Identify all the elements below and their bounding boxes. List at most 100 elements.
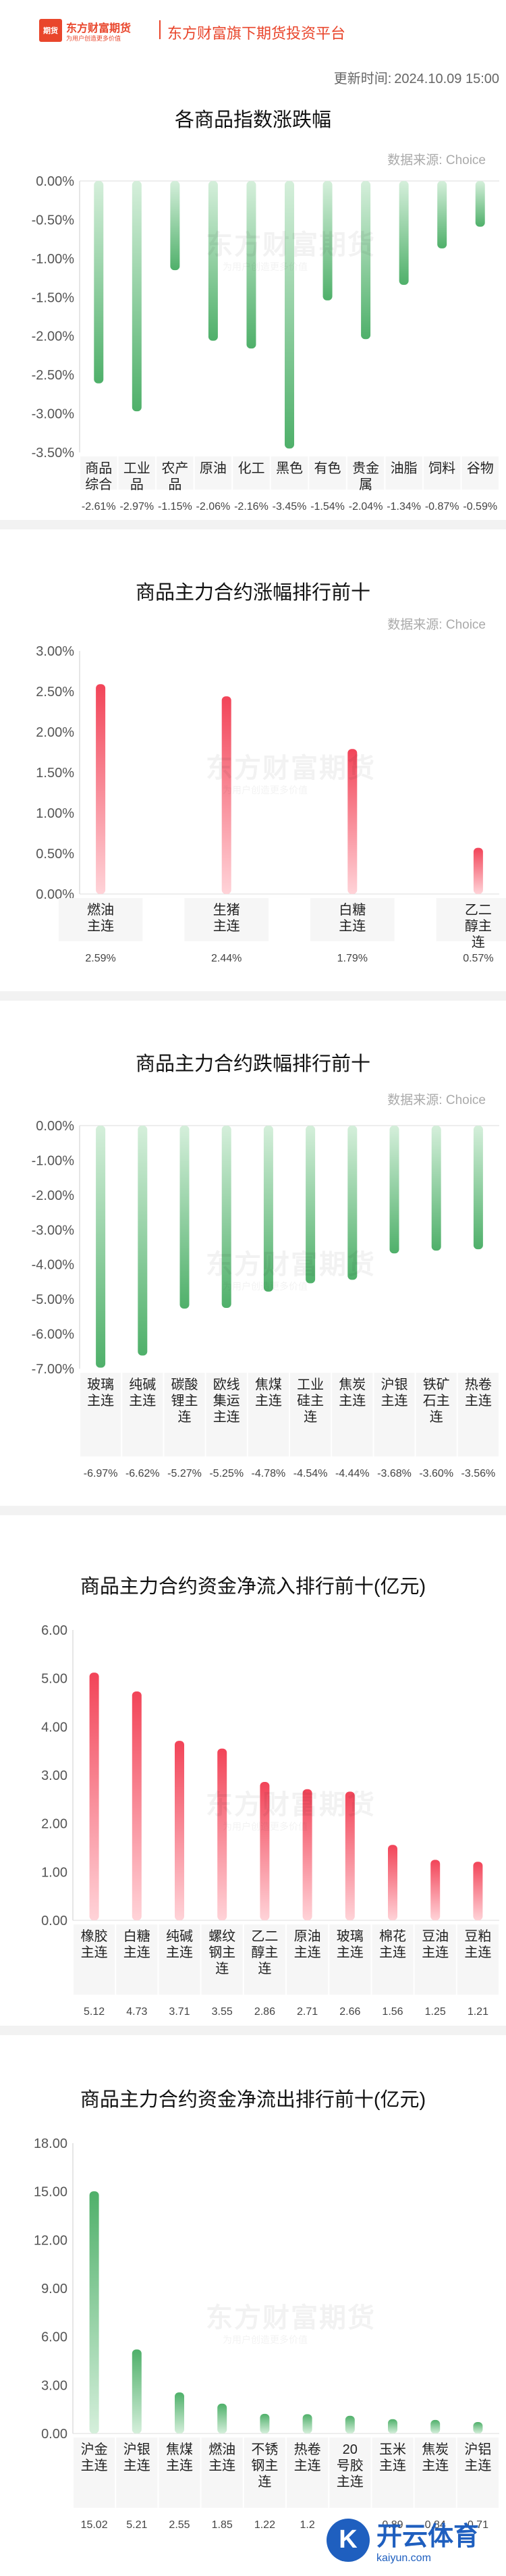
category-label: 白糖主连 <box>339 902 366 934</box>
watermark-sub: 为用户创造更多价值 <box>223 1281 308 1292</box>
category-label-bg <box>118 456 156 490</box>
bar <box>347 749 358 894</box>
chart-svg-top-gainers: 3.00%2.50%2.00%1.50%1.00%0.50%0.00%燃油主连2… <box>36 644 506 964</box>
category-label: 焦煤主连 <box>255 1377 282 1409</box>
category-label-bg <box>194 456 232 490</box>
data-label: 0.84 <box>425 2519 446 2531</box>
data-label: 4.73 <box>126 2006 147 2018</box>
bar <box>217 2403 227 2434</box>
bar <box>345 1791 355 1920</box>
bar <box>170 181 180 271</box>
chart-section-top-losers: 商品主力合约跌幅排行前十 数据来源: Choice 0.00% -1.00% -2.… <box>0 1001 506 1500</box>
watermark: 东方财富期货 <box>206 1790 376 1820</box>
y-tick-label: 2.00 <box>41 1817 67 1832</box>
category-label-bg <box>184 898 269 941</box>
category-label-bg <box>290 1373 331 1456</box>
bar <box>246 181 256 349</box>
data-label: 1.22 <box>254 2519 275 2531</box>
data-label: 1.2 <box>300 2519 314 2531</box>
category-label: 欧线集运主连 <box>213 1377 240 1425</box>
category-label: 农产品 <box>161 461 188 492</box>
category-label-bg <box>457 1924 499 1995</box>
category-label-bg <box>329 2438 371 2508</box>
category-label: 20 号胶主连 <box>337 2442 364 2490</box>
bar <box>132 2349 142 2434</box>
bar <box>96 1126 106 1368</box>
footer-logo-icon: K <box>326 2518 370 2562</box>
data-label: 2.86 <box>254 2006 275 2018</box>
data-label: 3.55 <box>212 2006 233 2018</box>
category-label: 沪铝主连 <box>464 2442 491 2473</box>
category-label: 热卷主连 <box>465 1377 492 1409</box>
y-tick-label: 0.00% <box>36 174 74 189</box>
category-label-bg <box>201 1924 243 1995</box>
chart-svg-index-change: 0.00% -0.50% -1.00% -1.50% -2.00% -2.50% -3.00… <box>32 174 499 512</box>
data-label: 1.56 <box>382 2006 403 2018</box>
category-label-bg <box>329 1924 371 1995</box>
bar <box>361 181 371 340</box>
bar <box>263 1126 273 1292</box>
category-label-bg <box>414 2438 456 2508</box>
category-label: 焦炭主连 <box>422 2442 449 2473</box>
category-label: 饲料 <box>428 461 455 476</box>
data-label: 3.71 <box>169 2006 190 2018</box>
y-tick-label: 5.00 <box>41 1672 67 1687</box>
category-label-bg <box>385 456 422 490</box>
update-time: 更新时间: 2024.10.09 15:00 <box>331 68 499 87</box>
category-label: 焦煤主连 <box>166 2442 193 2473</box>
y-tick-label: 6.00 <box>41 2330 67 2345</box>
category-label: 贵金属 <box>352 461 379 492</box>
bar <box>302 2414 312 2434</box>
data-label: -2.04% <box>349 501 383 512</box>
category-label-bg <box>116 2438 158 2508</box>
data-label: 1.85 <box>212 2519 233 2531</box>
category-label-bg <box>271 456 308 490</box>
chart-svg-net-outflow: 18.00 15.00 12.00 9.00 6.00 3.00 0.00 沪金主连 15.02… <box>34 2136 499 2531</box>
category-label: 热卷主连 <box>294 2442 321 2473</box>
y-tick-label: 9.00 <box>41 2282 67 2296</box>
bar <box>132 1691 142 1920</box>
category-label: 豆油主连 <box>422 1928 449 1960</box>
y-tick-label: -1.50% <box>32 290 75 305</box>
data-label: -4.78% <box>252 1468 286 1479</box>
watermark-sub: 为用户创造更多价值 <box>223 261 308 272</box>
bar <box>221 696 231 894</box>
category-label-bg <box>116 1924 158 1995</box>
category-label-bg <box>287 2438 329 2508</box>
data-label: -6.97% <box>84 1468 118 1479</box>
category-label-bg <box>347 456 385 490</box>
y-tick-label: -1.00% <box>32 252 75 267</box>
bar <box>347 1126 358 1280</box>
category-label-bg <box>157 456 194 490</box>
bar <box>302 1789 312 1920</box>
bar <box>475 181 485 227</box>
y-tick-label: -6.00% <box>32 1328 75 1342</box>
data-label: 1.25 <box>425 2006 446 2018</box>
category-label-bg <box>332 1373 373 1456</box>
category-label: 沪金主连 <box>81 2442 108 2473</box>
category-label: 工业品 <box>123 461 150 492</box>
bar <box>94 181 104 384</box>
brand-logo-icon: 期货 <box>39 19 62 42</box>
watermark: 东方财富期货 <box>206 1250 376 1280</box>
bar <box>89 2191 99 2434</box>
y-tick-label: -2.50% <box>32 368 75 383</box>
y-tick-label: -3.50% <box>32 446 75 461</box>
chart-title: 各商品指数涨跌幅 <box>174 109 331 131</box>
y-tick-label: 0.00 <box>41 1914 67 1928</box>
y-tick-label: -2.00% <box>32 330 75 344</box>
category-label-bg <box>309 456 346 490</box>
category-label-bg <box>122 1373 163 1456</box>
bar <box>430 2419 441 2434</box>
data-source: 数据来源: Choice <box>387 1093 486 1107</box>
bar <box>389 1126 399 1254</box>
data-label: -3.60% <box>419 1468 453 1479</box>
data-label: 1.79% <box>337 953 368 964</box>
chart-section-net-inflow: 商品主力合约资金净流入排行前十(亿元) 6.00 5.00 4.00 3.00 2.00… <box>0 1515 506 2042</box>
bar <box>132 181 142 412</box>
category-label: 乙二醇主连 <box>251 1929 278 1976</box>
category-label-bg <box>457 1373 499 1456</box>
bar <box>345 2415 355 2434</box>
platform-title: 东方财富旗下期货投资平台 <box>167 25 346 42</box>
data-label: 2.59% <box>85 953 115 964</box>
